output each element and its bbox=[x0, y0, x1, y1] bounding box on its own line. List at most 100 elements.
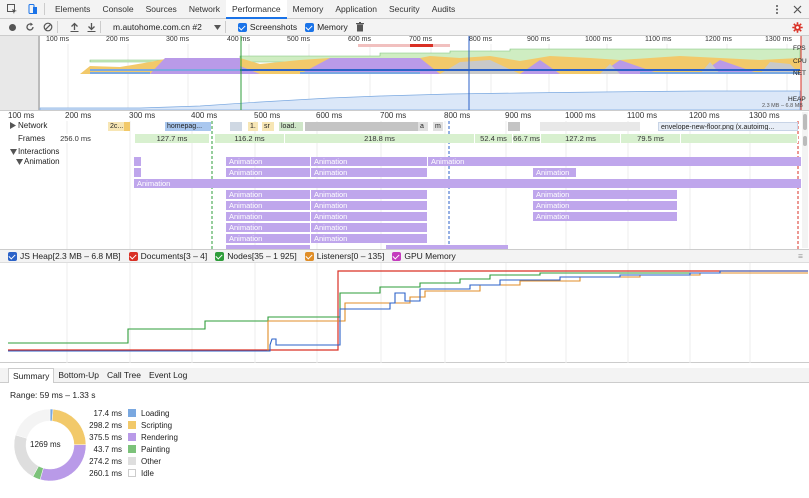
capture-settings-gear-icon[interactable] bbox=[792, 21, 803, 33]
frame[interactable]: 79.5 ms bbox=[621, 134, 681, 143]
upload-icon[interactable] bbox=[70, 22, 79, 32]
animation-event[interactable]: Animation bbox=[311, 223, 427, 232]
close-icon[interactable] bbox=[789, 1, 805, 17]
network-request[interactable]: sr bbox=[262, 122, 274, 131]
network-request[interactable]: homepag... bbox=[165, 122, 211, 131]
frame[interactable]: 127.7 ms bbox=[135, 134, 210, 143]
collect-garbage-icon[interactable] bbox=[355, 22, 364, 32]
scrollbar-thumb[interactable] bbox=[803, 114, 807, 130]
clear-icon[interactable] bbox=[43, 22, 53, 32]
animation-event[interactable]: Animation bbox=[226, 168, 310, 177]
animation-collapse-triangle-icon[interactable] bbox=[16, 158, 23, 167]
network-track[interactable]: Network 2c... homepag... 1. sr load. a m… bbox=[0, 121, 809, 132]
animation-event[interactable] bbox=[226, 245, 310, 249]
tab-performance[interactable]: Performance bbox=[226, 0, 287, 19]
animation-event[interactable]: Animation bbox=[533, 190, 677, 199]
tab-console[interactable]: Console bbox=[102, 3, 134, 14]
animation-event[interactable]: Animation bbox=[134, 179, 801, 188]
frame[interactable] bbox=[681, 134, 798, 143]
download-icon[interactable] bbox=[87, 22, 96, 32]
tab-network[interactable]: Network bbox=[188, 3, 220, 14]
tab-application[interactable]: Application bbox=[335, 3, 377, 14]
toolbar-separator bbox=[57, 21, 58, 33]
interactions-track[interactable]: Interactions bbox=[0, 146, 809, 157]
memory-checkbox[interactable]: Memory bbox=[305, 22, 348, 32]
interactions-track-label: Interactions bbox=[18, 147, 60, 156]
summary-panel: 1269 ms 17.4 ms Loading 298.2 ms Scripti… bbox=[10, 405, 310, 495]
interactions-collapse-triangle-icon[interactable] bbox=[10, 148, 17, 157]
animation-subtrack[interactable]: Animation bbox=[0, 156, 809, 167]
network-request[interactable] bbox=[508, 122, 520, 131]
network-request[interactable] bbox=[540, 122, 640, 131]
frame[interactable]: 66.7 ms bbox=[513, 134, 541, 143]
overview-left-handle[interactable] bbox=[38, 36, 40, 110]
network-request[interactable]: load. bbox=[279, 122, 303, 131]
network-request[interactable] bbox=[230, 122, 242, 131]
animation-event[interactable]: Animation bbox=[226, 190, 310, 199]
animation-event[interactable]: Animation bbox=[533, 212, 677, 221]
network-request[interactable] bbox=[124, 122, 130, 131]
timeline-overview[interactable]: 100 ms 200 ms 300 ms 400 ms 500 ms 600 m… bbox=[0, 36, 809, 111]
reload-icon[interactable] bbox=[25, 22, 35, 32]
network-request[interactable]: 2c... bbox=[108, 122, 124, 131]
animation-event[interactable]: Animation bbox=[226, 223, 310, 232]
animation-event[interactable] bbox=[386, 245, 508, 249]
tab-memory[interactable]: Memory bbox=[292, 3, 324, 14]
animation-event[interactable]: Animation bbox=[311, 212, 427, 221]
timeline-scrollbar[interactable] bbox=[802, 112, 808, 248]
animation-event[interactable]: Animation bbox=[311, 234, 427, 243]
frame[interactable]: 218.8 ms bbox=[285, 134, 475, 143]
tab-event-log[interactable]: Event Log bbox=[149, 369, 188, 380]
tab-security[interactable]: Security bbox=[388, 3, 420, 14]
device-toolbar-icon[interactable] bbox=[24, 1, 40, 17]
more-options-icon[interactable] bbox=[769, 1, 785, 17]
listeners-checkbox[interactable]: Listeners[0 – 135] bbox=[304, 251, 384, 261]
documents-checkbox[interactable]: Documents[3 – 4] bbox=[128, 251, 207, 261]
animation-event[interactable] bbox=[134, 168, 141, 177]
network-request[interactable]: a bbox=[418, 122, 428, 131]
tab-audits[interactable]: Audits bbox=[431, 3, 456, 14]
memory-counter-graph[interactable] bbox=[0, 263, 809, 363]
animation-event[interactable]: Animation bbox=[311, 157, 427, 166]
js-heap-checkbox[interactable]: JS Heap[2.3 MB – 6.8 MB] bbox=[8, 251, 121, 261]
animation-event[interactable]: Animation bbox=[311, 168, 427, 177]
screenshots-checkbox[interactable]: Screenshots bbox=[237, 22, 297, 32]
animation-event[interactable]: Animation bbox=[226, 212, 310, 221]
animation-event[interactable]: Animation bbox=[311, 190, 427, 199]
tab-sources[interactable]: Sources bbox=[145, 3, 177, 14]
animation-event[interactable] bbox=[134, 157, 141, 166]
frame[interactable]: 256.0 ms bbox=[50, 134, 102, 143]
animation-event[interactable]: Animation bbox=[311, 201, 427, 210]
gpu-memory-checkbox[interactable]: GPU Memory bbox=[392, 251, 456, 261]
tab-bottom-up[interactable]: Bottom-Up bbox=[58, 369, 99, 380]
drag-handle-icon[interactable]: ≡ bbox=[798, 251, 803, 261]
network-request[interactable]: envelope-new-floor.png (x.autoimg... bbox=[658, 122, 798, 131]
frame[interactable]: 127.2 ms bbox=[541, 134, 621, 143]
tab-summary[interactable]: Summary bbox=[8, 367, 55, 383]
record-button[interactable] bbox=[8, 23, 17, 32]
painting-value: 43.7 ms bbox=[93, 444, 122, 454]
network-request[interactable] bbox=[305, 122, 418, 131]
frame[interactable]: 116.2 ms bbox=[215, 134, 285, 143]
animation-event[interactable]: Animation bbox=[428, 157, 801, 166]
animation-event[interactable]: Animation bbox=[533, 201, 677, 210]
profile-select-value: m.autohome.com.cn #2 bbox=[113, 22, 202, 32]
nodes-checkbox[interactable]: Nodes[35 – 1 925] bbox=[215, 251, 297, 261]
scrollbar-thumb[interactable] bbox=[803, 136, 807, 146]
profile-select[interactable]: m.autohome.com.cn #2 bbox=[113, 22, 221, 32]
network-request[interactable]: 1. bbox=[248, 122, 258, 131]
heap-lane-label: HEAP bbox=[788, 96, 806, 103]
animation-event[interactable]: Animation bbox=[226, 234, 310, 243]
network-expand-triangle-icon[interactable] bbox=[10, 122, 16, 131]
frames-track[interactable]: Frames 256.0 ms 127.7 ms 116.2 ms 218.8 … bbox=[0, 133, 809, 144]
animation-event[interactable]: Animation bbox=[533, 168, 576, 177]
inspect-element-icon[interactable] bbox=[4, 1, 20, 17]
frame[interactable]: 52.4 ms bbox=[475, 134, 513, 143]
tab-call-tree[interactable]: Call Tree bbox=[107, 369, 142, 380]
network-request[interactable]: m bbox=[433, 122, 443, 131]
animation-event[interactable]: Animation bbox=[226, 201, 310, 210]
other-swatch bbox=[128, 457, 136, 465]
animation-event[interactable]: Animation bbox=[226, 157, 310, 166]
tab-elements[interactable]: Elements bbox=[55, 3, 91, 14]
documents-line bbox=[8, 270, 808, 351]
